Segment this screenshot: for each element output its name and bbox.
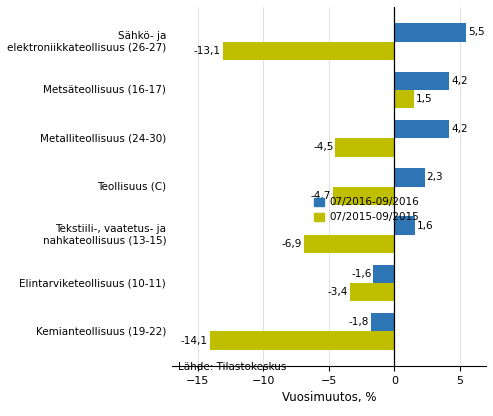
Text: -6,9: -6,9 [282, 239, 302, 249]
Bar [394, 216, 415, 235]
Bar [373, 265, 394, 283]
Bar [394, 90, 414, 108]
Text: 5,5: 5,5 [468, 27, 485, 37]
Text: -4,7: -4,7 [311, 191, 331, 201]
Text: 1,6: 1,6 [417, 220, 434, 230]
Text: -14,1: -14,1 [181, 336, 208, 346]
Legend: 07/2016-09/2016, 07/2015-09/2015: 07/2016-09/2016, 07/2015-09/2015 [310, 193, 423, 227]
Text: -1,6: -1,6 [351, 269, 371, 279]
Bar [333, 186, 394, 205]
Text: -1,8: -1,8 [349, 317, 369, 327]
Bar [304, 235, 394, 253]
Text: 1,5: 1,5 [416, 94, 433, 104]
Bar [394, 72, 450, 90]
Bar [335, 138, 394, 156]
Text: -4,5: -4,5 [313, 142, 333, 152]
Bar [210, 332, 394, 350]
Text: -3,4: -3,4 [327, 287, 348, 297]
Bar [223, 42, 394, 60]
Text: -13,1: -13,1 [194, 46, 221, 56]
Bar [394, 168, 424, 186]
Bar [350, 283, 394, 302]
Bar [371, 313, 394, 332]
Text: 2,3: 2,3 [426, 172, 443, 182]
Text: Lähde: Tilastokeskus: Lähde: Tilastokeskus [178, 362, 286, 371]
Text: 4,2: 4,2 [452, 76, 468, 86]
Text: 4,2: 4,2 [452, 124, 468, 134]
Bar [394, 23, 466, 42]
X-axis label: Vuosimuutos, %: Vuosimuutos, % [282, 391, 376, 404]
Bar [394, 120, 450, 138]
